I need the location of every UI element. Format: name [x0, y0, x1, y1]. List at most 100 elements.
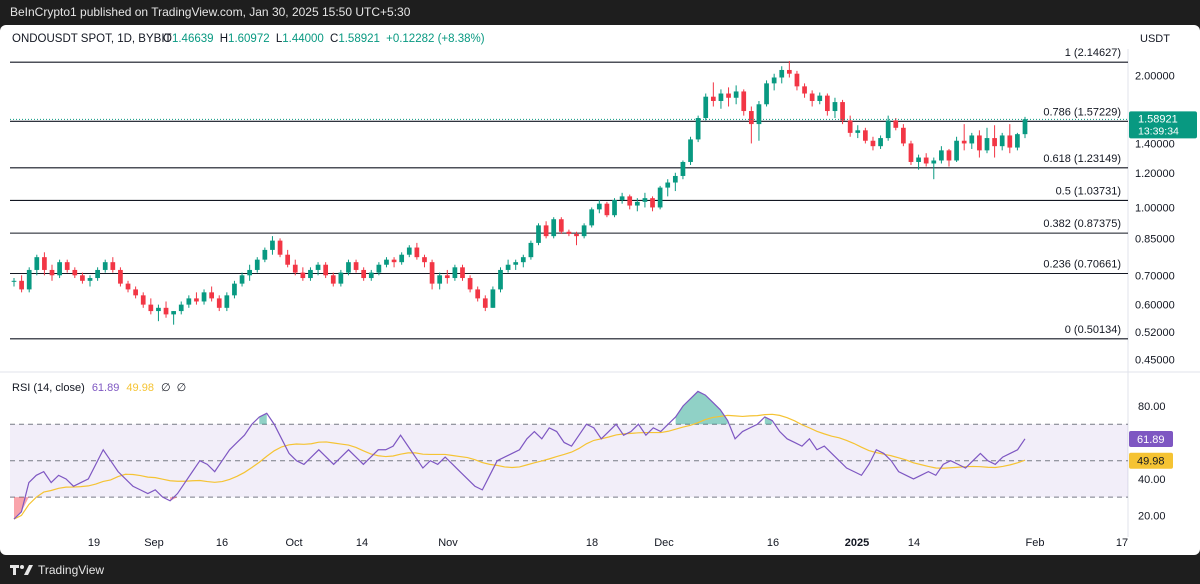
- price-tick-label: 0.52000: [1135, 327, 1175, 339]
- candles: [11, 60, 1028, 325]
- candle-body: [642, 198, 648, 202]
- candle-body: [710, 96, 716, 101]
- time-tick-label: Feb: [1026, 537, 1045, 549]
- candle-body: [194, 298, 199, 302]
- chart-title: ONDOUSDT SPOT, 1D, BYBIT: [12, 33, 172, 45]
- price-axis[interactable]: 2.00000 1.40000 1.20000 1.00000 0.85000 0.700…: [1129, 71, 1175, 523]
- candle-body: [954, 140, 959, 161]
- ohlc-close: 1.58921: [338, 33, 380, 45]
- candle-body: [1007, 135, 1013, 148]
- candle-body: [118, 269, 123, 284]
- candle-body: [916, 157, 921, 162]
- chart-panel[interactable]: 1 (2.14627) 0.786 (1.57229) 0.618 (1.23149…: [0, 25, 1200, 555]
- candle-body: [467, 278, 473, 290]
- ohlc-low-label: L: [276, 33, 283, 45]
- gridlines: [0, 49, 1200, 537]
- candle-body: [771, 77, 777, 84]
- candle-body: [733, 91, 739, 98]
- candle-body: [802, 86, 807, 94]
- candle-body: [855, 130, 861, 133]
- candle-body: [832, 102, 838, 112]
- candle-body: [216, 298, 222, 308]
- candle-body: [452, 267, 458, 279]
- candle-body: [680, 161, 686, 176]
- candle-body: [657, 187, 663, 208]
- candle-body: [361, 269, 367, 279]
- rsi-ma-legend-value: 49.98: [126, 382, 154, 394]
- candle-body: [946, 150, 952, 161]
- candle-body: [422, 257, 427, 263]
- price-tick-label: 0.85000: [1135, 233, 1175, 245]
- candle-body: [969, 135, 975, 144]
- candle-body: [277, 240, 283, 255]
- rsi-overbought-fill: [764, 416, 773, 425]
- candle-body: [703, 96, 709, 119]
- attribution-bar: BeInCrypto1 published on TradingView.com…: [0, 0, 1200, 25]
- time-tick-label: 16: [767, 537, 779, 549]
- candle-body: [901, 127, 906, 144]
- current-price-badge[interactable]: [1129, 111, 1197, 139]
- candle-body: [475, 289, 481, 299]
- footer-bar: TradingView: [0, 555, 1200, 583]
- candle-body: [999, 135, 1005, 147]
- attribution-text: BeInCrypto1 published on TradingView.com…: [10, 5, 411, 19]
- candle-body: [209, 292, 214, 299]
- candle-body: [148, 304, 154, 312]
- candle-body: [688, 139, 693, 162]
- price-tick-label: 0.45000: [1135, 354, 1175, 366]
- candle-body: [163, 307, 169, 315]
- fib-label: 0.382 (0.87375): [1043, 218, 1121, 230]
- candle-body: [482, 298, 488, 308]
- candle-body: [695, 118, 701, 140]
- rsi-legend-value: 61.89: [92, 382, 120, 394]
- candle-body: [665, 182, 671, 188]
- price-countdown: 13:39:34: [1138, 125, 1179, 137]
- rsi-ma-label: 49.98: [1137, 456, 1165, 468]
- candle-body: [574, 233, 579, 237]
- time-tick-label: Oct: [285, 537, 302, 549]
- candle-body: [262, 249, 268, 260]
- candle-body: [406, 247, 412, 255]
- candle-body: [315, 264, 321, 270]
- candle-body: [247, 269, 253, 276]
- rsi-pane[interactable]: [10, 390, 1128, 520]
- rsi-ma-badge[interactable]: [1129, 452, 1173, 469]
- candle-body: [961, 140, 967, 144]
- candle-body: [825, 95, 830, 112]
- candle-body: [384, 259, 389, 265]
- fib-label: 0 (0.50134): [1065, 324, 1121, 336]
- candle-body: [171, 311, 176, 315]
- candle-body: [558, 219, 564, 232]
- candle-body: [338, 272, 344, 284]
- candle-body: [110, 262, 116, 270]
- candle-body: [133, 289, 138, 296]
- candle-body: [95, 269, 100, 279]
- fib-retracement[interactable]: 1 (2.14627) 0.786 (1.57229) 0.618 (1.23149…: [10, 47, 1128, 340]
- candle-body: [330, 275, 336, 284]
- time-tick-label: 19: [88, 537, 100, 549]
- candle-body: [270, 240, 275, 250]
- fib-label: 1 (2.14627): [1065, 47, 1121, 59]
- rsi-label: RSI (14, close): [12, 382, 85, 394]
- fib-label: 0.786 (1.57229): [1043, 106, 1121, 118]
- time-tick-label: 14: [356, 537, 368, 549]
- rsi-tick-label: 40.00: [1138, 474, 1166, 486]
- candle-body: [224, 295, 230, 308]
- fib-label: 0.236 (0.70661): [1043, 259, 1121, 271]
- candle-body: [346, 262, 351, 273]
- candle-body: [11, 280, 17, 282]
- rsi-value-badge[interactable]: [1129, 431, 1173, 448]
- time-axis[interactable]: 19 Sep 16 Oct 14 Nov 18 Dec 16 2025 14 Feb 17: [88, 537, 1128, 549]
- candle-body: [186, 298, 192, 305]
- candle-body: [391, 259, 397, 263]
- candle-body: [72, 269, 78, 276]
- candle-body: [878, 138, 883, 147]
- candle-body: [984, 138, 990, 151]
- chart-canvas[interactable]: 1 (2.14627) 0.786 (1.57229) 0.618 (1.23149…: [0, 25, 1200, 555]
- candle-body: [923, 157, 929, 164]
- footer-brand: TradingView: [38, 562, 105, 577]
- currency-label: USDT: [1140, 33, 1170, 45]
- candle-body: [376, 264, 382, 273]
